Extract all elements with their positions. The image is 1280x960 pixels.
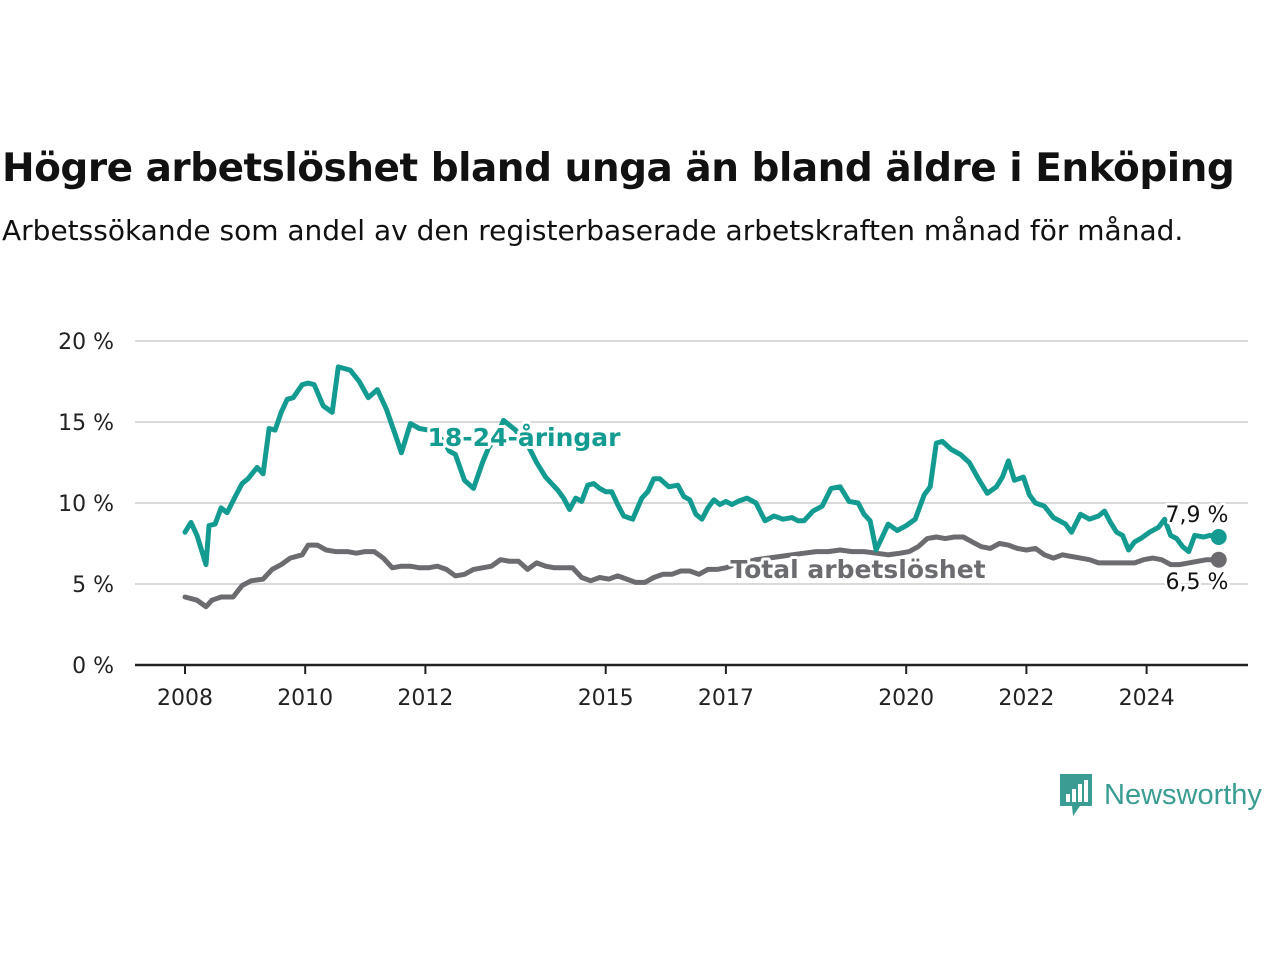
x-tick-label: 2012 [397,686,453,711]
series-end-label-0: 7,9 % [1166,503,1229,528]
x-tick-label: 2015 [578,686,634,711]
series-end-point-0 [1210,529,1227,546]
series-name-label-0: 18-24-åringar [428,423,622,452]
x-axis: 2008 2010 2012 2015 2017 2020 2022 2024 [135,663,1248,711]
brand-logo: Newsworthy [1058,772,1262,818]
brand-name: Newsworthy [1104,778,1262,811]
gridlines [135,340,1248,585]
x-tick-label: 2022 [998,686,1054,711]
x-tick-label: 2017 [698,686,754,711]
x-tick-label: 2010 [277,686,333,711]
series-line-0 [182,364,1222,568]
y-tick-label: 15 % [58,411,114,436]
x-tick-label: 2008 [157,686,213,711]
series-line-1 [182,534,1222,610]
y-axis-ticks: 0 % 5 % 10 % 15 % 20 % [58,330,114,679]
series-end-point-1 [1210,551,1227,568]
x-tick-label: 2024 [1119,686,1175,711]
chart-subtitle: Arbetssökande som andel av den registerb… [2,214,1184,247]
series-end-label-1: 6,5 % [1166,570,1229,595]
chart-title: Högre arbetslöshet bland unga än bland ä… [2,146,1235,191]
y-tick-label: 20 % [58,330,114,355]
y-tick-label: 10 % [58,492,114,517]
bar-chart-icon [1060,774,1092,816]
y-tick-label: 0 % [72,654,114,679]
series-name-label-1: Total arbetslöshet [730,555,985,584]
series-labels: 18-24-åringar Total arbetslöshet 7,9 % 6,5 … [425,420,1231,598]
x-tick-label: 2020 [878,686,934,711]
series-layer [182,364,1227,610]
y-tick-label: 5 % [72,573,114,598]
